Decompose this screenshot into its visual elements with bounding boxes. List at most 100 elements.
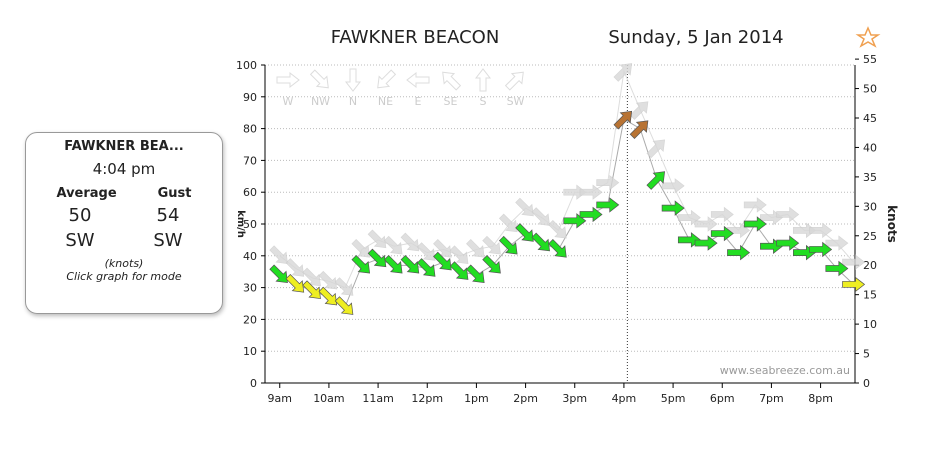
direction-legend-label: NW [311, 95, 330, 108]
x-tick-label: 1pm [464, 392, 489, 405]
direction-legend-label: W [283, 95, 294, 108]
x-tick-label: 8pm [808, 392, 833, 405]
gust-direction: SW [153, 230, 183, 251]
x-tick-label: 9am [268, 392, 292, 405]
direction-legend-label: SE [444, 95, 458, 108]
average-arrow [285, 274, 305, 293]
average-arrow [842, 276, 866, 293]
y-tick-label: 10 [243, 345, 257, 358]
y-tick-label: 20 [243, 313, 257, 326]
average-arrow [694, 235, 718, 251]
average-arrow [613, 110, 633, 130]
gust-arrow [400, 232, 420, 252]
gust-arrow [793, 222, 816, 239]
gust-arrow [694, 216, 718, 232]
gust-arrow [433, 239, 452, 258]
gust-arrow [825, 235, 849, 251]
average-arrow [548, 239, 567, 258]
direction-legend-arrow [377, 69, 397, 89]
average-arrow [710, 225, 734, 242]
y-tick-label: 80 [243, 123, 257, 136]
average-arrow [400, 254, 420, 274]
y2-tick-label: 40 [863, 141, 877, 154]
average-arrow [825, 260, 849, 277]
average-arrow [466, 264, 485, 284]
y2-tick-label: 5 [863, 348, 870, 361]
average-arrow [596, 197, 620, 213]
gust-arrow [334, 277, 354, 296]
direction-legend-arrow [309, 69, 329, 89]
gust-arrow [351, 239, 371, 258]
y-tick-label: 90 [243, 91, 257, 104]
average-arrow [515, 223, 534, 242]
x-tick-label: 11am [362, 392, 393, 405]
y2-tick-label: 10 [863, 318, 877, 331]
gust-arrow [842, 254, 866, 270]
y-tick-label: 60 [243, 186, 257, 199]
direction-legend-arrow [442, 71, 462, 91]
gust-arrow [285, 258, 305, 277]
gust-arrow [482, 235, 501, 255]
average-arrow [351, 254, 371, 274]
gust-arrow [531, 207, 550, 226]
hint: Click graph for mode [66, 270, 182, 283]
gust-arrow [710, 206, 734, 223]
gust-arrow [629, 101, 649, 120]
x-tick-label: 4pm [612, 392, 637, 405]
average-value: 50 [68, 205, 92, 226]
x-tick-label: 10am [313, 392, 344, 405]
y2-tick-label: 20 [863, 259, 877, 272]
watermark: www.seabreeze.com.au [720, 364, 850, 377]
y-tick-label: 0 [250, 377, 257, 390]
gust-arrow [449, 245, 469, 264]
gust-label: Gust [157, 186, 192, 201]
average-arrow [646, 171, 666, 190]
gust-arrow [646, 139, 666, 159]
average-arrow [661, 200, 685, 216]
direction-legend-label: SW [507, 95, 525, 108]
y-axis-label: km/h [235, 210, 246, 238]
average-arrow [498, 235, 518, 255]
gust-arrow [661, 178, 685, 194]
average-arrow [433, 251, 452, 271]
gust-arrow [515, 197, 534, 217]
x-tick-label: 5pm [661, 392, 686, 405]
direction-legend-arrow [344, 68, 362, 92]
gust-arrow [466, 239, 485, 258]
y2-tick-label: 45 [863, 112, 877, 125]
series-line [279, 118, 854, 308]
average-arrow [579, 206, 603, 223]
favourite-star[interactable] [855, 26, 881, 48]
y2-tick-label: 15 [863, 289, 877, 302]
gust-arrow [548, 219, 567, 239]
gust-arrow [613, 63, 633, 82]
average-arrow [449, 261, 469, 280]
y2-axis-label: knots [885, 205, 899, 243]
gust-arrow [367, 229, 387, 249]
chart-title: FAWKNER BEACON [331, 27, 500, 48]
average-arrow [482, 254, 501, 274]
average-arrow [367, 248, 387, 268]
direction-legend-arrow [504, 71, 524, 91]
info-time: 4:04 pm [92, 160, 156, 178]
x-tick-label: 6pm [710, 392, 735, 405]
x-tick-label: 3pm [562, 392, 587, 405]
gust-arrow [743, 197, 767, 213]
x-tick-label: 7pm [759, 392, 784, 405]
direction-legend-label: S [480, 95, 487, 108]
y-tick-label: 40 [243, 250, 257, 263]
x-tick-label: 2pm [513, 392, 538, 405]
average-arrow [302, 280, 321, 299]
average-label: Average [56, 186, 117, 201]
info-title: FAWKNER BEA... [64, 139, 184, 154]
average-arrow [531, 232, 550, 252]
y2-tick-label: 25 [863, 230, 877, 243]
y2-tick-label: 55 [863, 53, 877, 66]
average-arrow [743, 216, 767, 232]
y2-tick-label: 35 [863, 171, 877, 184]
info-box[interactable]: FAWKNER BEA... 4:04 pm Average Gust 50 54 … [25, 132, 223, 314]
y2-tick-label: 30 [863, 200, 877, 213]
y2-tick-label: 0 [863, 377, 870, 390]
gust-value: 54 [156, 205, 180, 226]
